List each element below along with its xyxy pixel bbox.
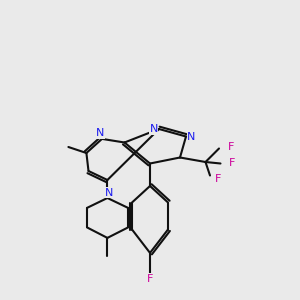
Text: F: F <box>229 158 235 169</box>
Text: F: F <box>227 142 234 152</box>
Text: F: F <box>147 274 153 284</box>
Text: N: N <box>149 124 158 134</box>
Text: N: N <box>105 188 113 198</box>
Text: N: N <box>187 131 196 142</box>
Text: F: F <box>214 174 221 184</box>
Text: N: N <box>96 128 105 139</box>
